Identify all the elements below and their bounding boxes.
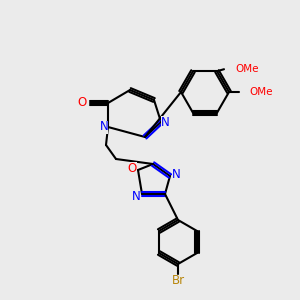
Text: O: O	[128, 161, 136, 175]
Text: Br: Br	[171, 274, 184, 287]
Text: OMe: OMe	[249, 87, 272, 97]
Text: N: N	[100, 121, 108, 134]
Text: OMe: OMe	[235, 64, 259, 74]
Text: O: O	[77, 97, 87, 110]
Text: N: N	[132, 190, 140, 202]
Text: N: N	[160, 116, 169, 128]
Text: N: N	[172, 167, 180, 181]
